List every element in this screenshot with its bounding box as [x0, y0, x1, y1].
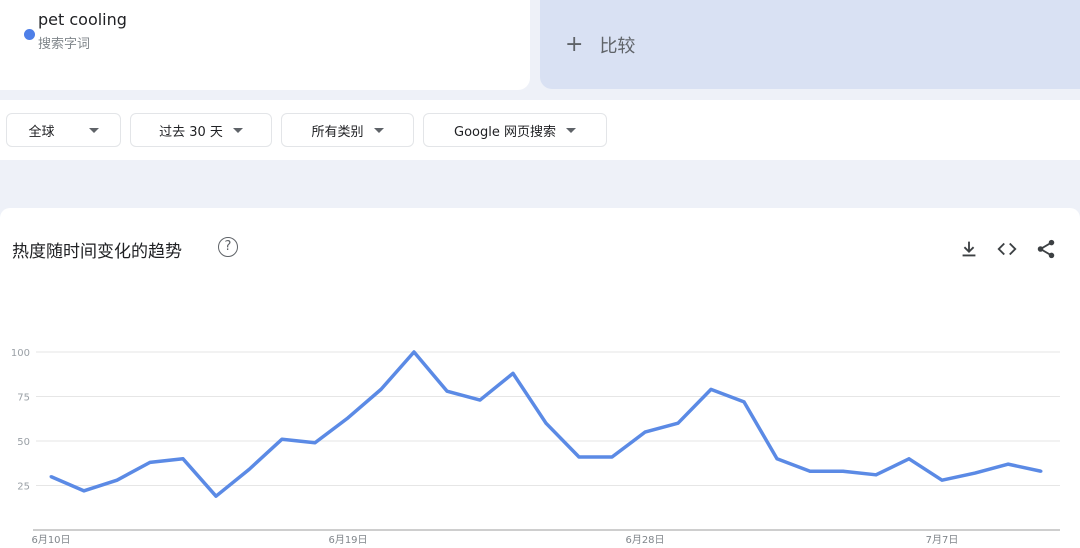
category-filter[interactable]: 所有类别 [281, 113, 414, 147]
search-type-filter[interactable]: Google 网页搜索 [423, 113, 607, 147]
data-point [544, 421, 548, 425]
data-point [445, 389, 449, 393]
data-point [643, 430, 647, 434]
data-point [511, 371, 515, 375]
filter-label: 所有类别 [311, 124, 364, 140]
series-color-dot [24, 29, 35, 40]
compare-label: 比较 [599, 35, 636, 57]
data-point [709, 387, 713, 391]
data-point [1039, 469, 1043, 473]
data-point [808, 469, 812, 473]
download-icon[interactable] [958, 238, 980, 260]
data-point [775, 457, 779, 461]
dropdown-arrow-icon [232, 127, 243, 133]
y-tick-label: 100 [11, 348, 30, 359]
x-tick-label: 6月28日 [625, 534, 664, 546]
time-range-filter[interactable]: 过去 30 天 [130, 113, 272, 147]
chart-title: 热度随时间变化的趋势 [12, 242, 182, 262]
y-tick-label: 75 [17, 393, 30, 404]
x-tick-label: 6月19日 [328, 534, 367, 546]
dropdown-arrow-icon [565, 127, 576, 133]
data-point [115, 478, 119, 482]
interest-over-time-card: 热度随时间变化的趋势 ? [0, 208, 1080, 548]
data-point [874, 473, 878, 477]
data-point [181, 457, 185, 461]
data-point [82, 489, 86, 493]
x-tick-label: 6月10日 [31, 534, 70, 546]
data-point [907, 457, 911, 461]
search-term-name[interactable]: pet cooling [38, 10, 127, 29]
filter-label: 全球 [28, 124, 55, 140]
compare-button[interactable]: + 比较 [540, 0, 1080, 89]
data-point [214, 494, 218, 498]
data-point [280, 437, 284, 441]
y-tick-label: 25 [17, 482, 30, 493]
data-point [412, 350, 416, 354]
data-point [379, 387, 383, 391]
data-point [247, 467, 251, 471]
help-icon[interactable]: ? [218, 237, 238, 257]
data-point [1006, 462, 1010, 466]
data-point [478, 398, 482, 402]
search-term-card[interactable]: pet cooling 搜索字词 [0, 0, 530, 90]
x-tick-label: 7月7日 [926, 534, 959, 546]
search-term-type: 搜索字词 [38, 37, 91, 52]
data-point [940, 478, 944, 482]
filter-bar: 全球 过去 30 天 所有类别 Google 网页搜索 [0, 100, 1080, 160]
data-point [676, 421, 680, 425]
filter-label: Google 网页搜索 [454, 124, 556, 140]
data-point [973, 471, 977, 475]
data-point [841, 469, 845, 473]
region-filter[interactable]: 全球 [6, 113, 121, 147]
data-point [49, 475, 53, 479]
y-tick-label: 50 [17, 437, 30, 448]
embed-code-icon[interactable] [996, 238, 1018, 260]
filter-label: 过去 30 天 [159, 124, 223, 140]
data-point [742, 400, 746, 404]
data-point [346, 416, 350, 420]
dropdown-arrow-icon [373, 127, 384, 133]
data-point [313, 441, 317, 445]
data-point [577, 455, 581, 459]
dropdown-arrow-icon [88, 127, 99, 133]
plus-icon: + [565, 32, 584, 57]
share-icon[interactable] [1035, 238, 1057, 260]
data-point [148, 460, 152, 464]
data-point [610, 455, 614, 459]
